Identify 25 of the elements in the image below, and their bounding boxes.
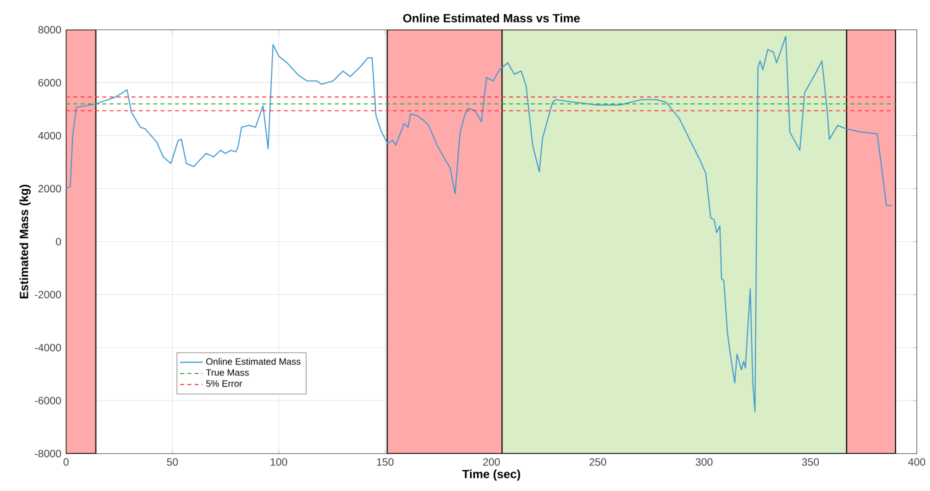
legend-label: 5% Error: [206, 380, 242, 387]
y-tick-label: -4000: [34, 344, 61, 352]
x-tick-label: 0: [64, 458, 69, 466]
x-tick-label: 50: [166, 458, 178, 466]
x-tick-label: 300: [696, 458, 713, 466]
x-tick-label: 250: [589, 458, 606, 466]
y-tick-label: 0: [56, 238, 61, 246]
y-tick-label: -2000: [34, 290, 61, 298]
x-tick-label: 350: [802, 458, 819, 466]
chart-title: Online Estimated Mass vs Time: [403, 14, 580, 22]
line-series: [66, 36, 893, 412]
legend-label: Online Estimated Mass: [206, 358, 300, 365]
y-tick-label: 2000: [38, 184, 61, 192]
y-tick-label: -8000: [34, 450, 61, 458]
y-tick-label: -6000: [34, 396, 61, 404]
x-tick-label: 200: [483, 458, 500, 466]
x-tick-label: 400: [908, 458, 926, 466]
y-tick-label: 8000: [38, 26, 61, 34]
x-tick-label: 100: [270, 458, 288, 466]
y-tick-label: 4000: [38, 132, 61, 140]
y-tick-label: 6000: [38, 78, 61, 86]
x-axis-title: Time (sec): [462, 469, 520, 480]
x-tick-label: 150: [377, 458, 394, 466]
legend-label: True Mass: [206, 369, 249, 376]
y-axis-title: Estimated Mass (kg): [19, 184, 31, 298]
